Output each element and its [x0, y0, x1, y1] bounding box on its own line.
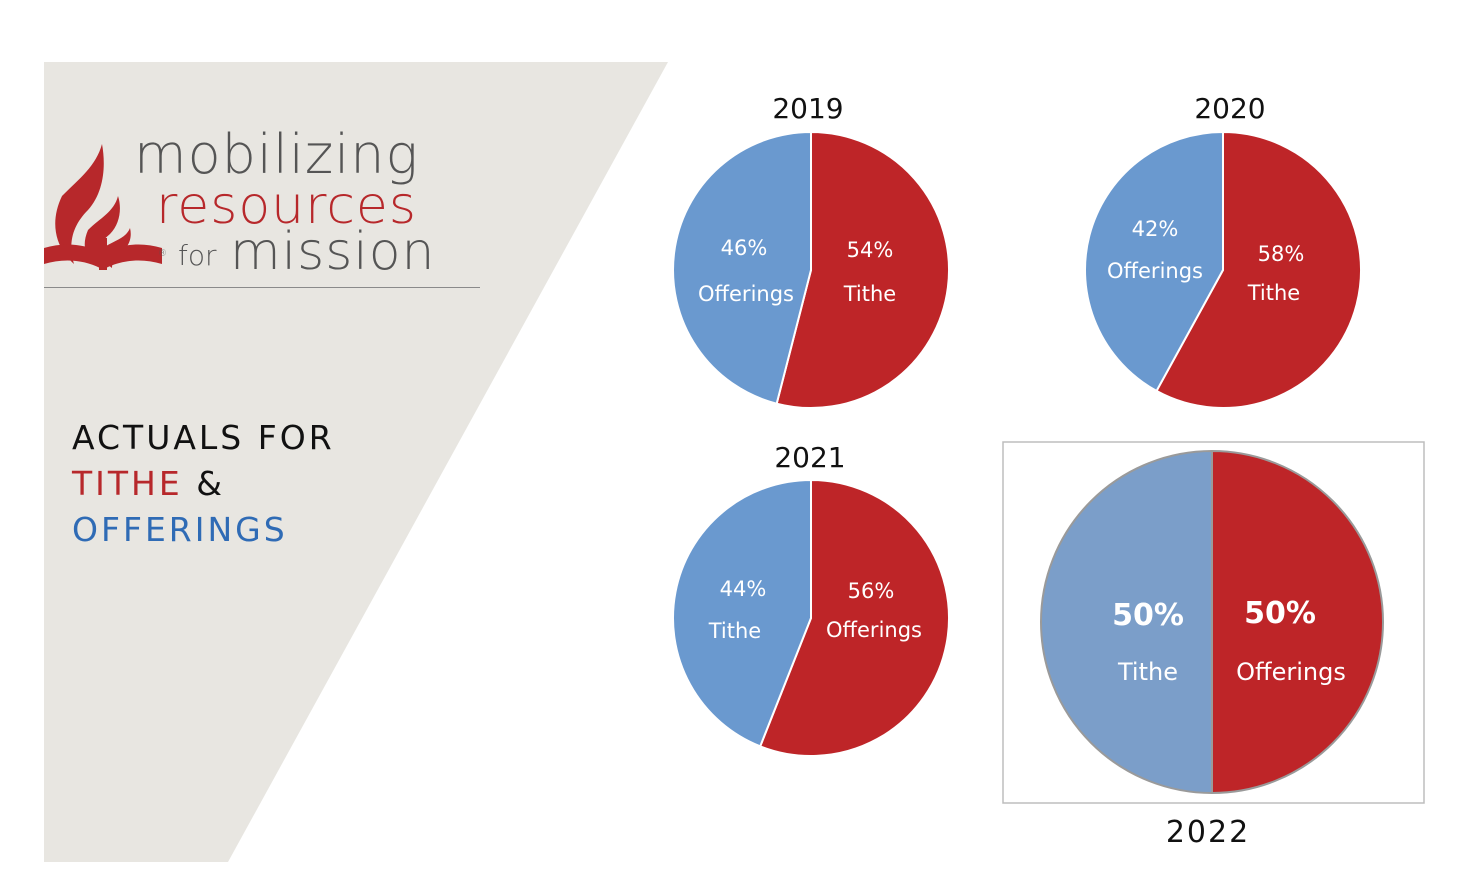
slice-pct-2021-offerings: 56% — [848, 579, 895, 603]
pie-slice-2022-tithe — [1040, 449, 1213, 795]
chart-title-2019: 2019 — [772, 92, 843, 125]
pie-slice-2021-tithe — [672, 478, 812, 748]
logo-word-mission: mission — [230, 222, 436, 282]
headline-ampersand: & — [196, 464, 225, 503]
headline-line-1: ACTUALS FOR — [72, 418, 335, 457]
flame-book-icon — [44, 144, 162, 270]
slice-pct-2019-offerings: 46% — [721, 236, 768, 260]
pie-slice-2021-offerings — [758, 478, 950, 757]
chart-title-2022: 2022 — [1166, 815, 1250, 850]
logo-word-resources: resources — [156, 176, 418, 236]
chart-2020: 2020 58% Tithe 42% Offerings — [1084, 92, 1362, 409]
pie-slice-2022-offerings — [1211, 449, 1384, 795]
logo-divider — [44, 287, 480, 288]
slice-pct-2021-tithe: 44% — [720, 577, 767, 601]
chart-2019: 2019 54% Tithe 46% Offerings — [672, 92, 950, 409]
logo-registered-mark: ® — [158, 249, 167, 259]
slice-label-2020-offerings: Offerings — [1107, 259, 1203, 283]
pie-slice-2019-tithe — [775, 130, 950, 409]
slice-label-2019-tithe: Tithe — [843, 282, 896, 306]
slice-label-2022-offerings: Offerings — [1236, 658, 1346, 686]
headline-tithe: TITHE — [72, 464, 183, 503]
slice-label-2021-tithe: Tithe — [708, 619, 761, 643]
logo-word-for: for — [178, 239, 217, 272]
pie-slice-2020-offerings — [1084, 130, 1224, 393]
slice-pct-2019-tithe: 54% — [847, 238, 894, 262]
logo-word-mobilizing: mobilizing — [134, 123, 419, 186]
headline-offerings: OFFERINGS — [72, 510, 288, 549]
chart-2021: 2021 56% Offerings 44% Tithe — [672, 441, 950, 757]
chart-title-2020: 2020 — [1194, 92, 1265, 125]
slice-pct-2020-offerings: 42% — [1132, 217, 1179, 241]
slice-pct-2022-tithe: 50% — [1112, 598, 1184, 633]
pie-slice-2019-offerings — [672, 130, 812, 405]
slice-label-2022-tithe: Tithe — [1117, 658, 1178, 686]
slice-pct-2022-offerings: 50% — [1244, 596, 1316, 631]
pie-slice-2020-tithe — [1155, 130, 1362, 409]
chart-title-2021: 2021 — [774, 441, 845, 474]
slice-label-2020-tithe: Tithe — [1247, 281, 1300, 305]
slice-pct-2020-tithe: 58% — [1258, 242, 1305, 266]
slice-label-2019-offerings: Offerings — [698, 282, 794, 306]
diagonal-panel-shape — [44, 62, 668, 862]
slice-label-2021-offerings: Offerings — [826, 618, 922, 642]
chart-2022: 50% Offerings 50% Tithe 2022 — [1002, 441, 1425, 850]
headline-line-2: TITHE & — [72, 467, 225, 500]
